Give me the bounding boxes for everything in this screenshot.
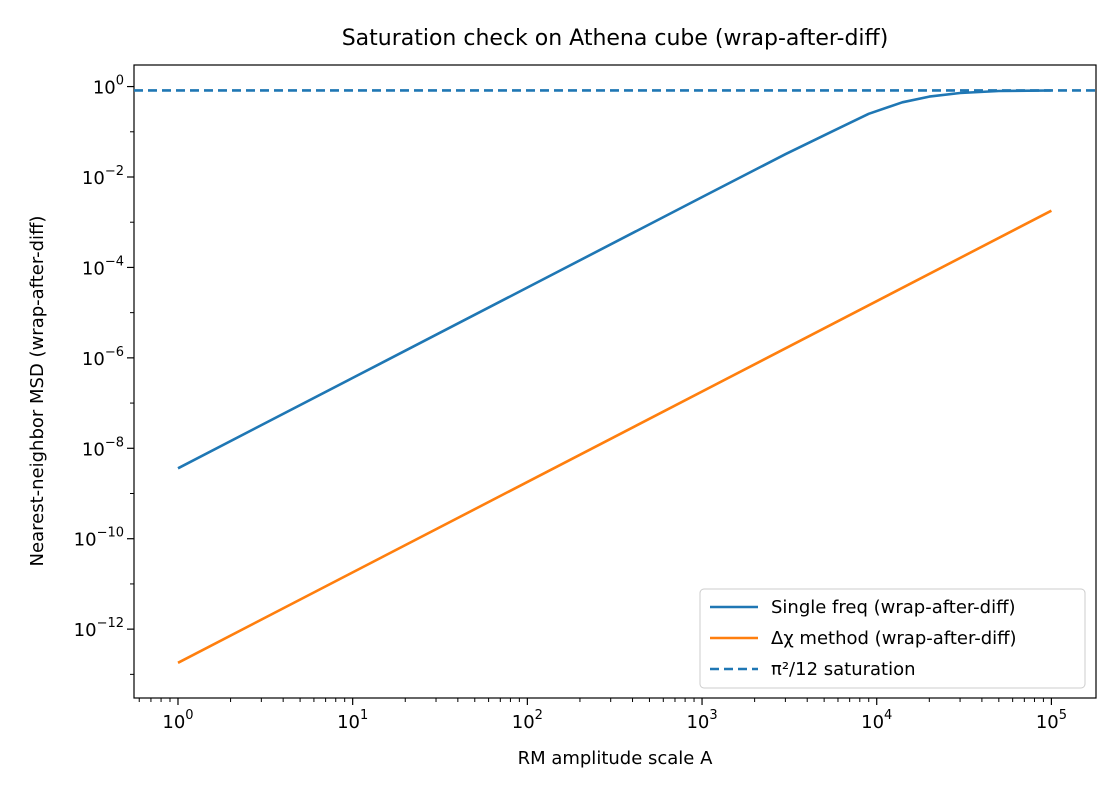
- x-axis-label: RM amplitude scale A: [518, 748, 714, 769]
- legend-label: Single freq (wrap-after-diff): [771, 597, 1016, 618]
- x-axis-ticks: 100 101 102 103 104 105: [138, 698, 1067, 733]
- y-tick-label: 10−6: [82, 345, 124, 370]
- legend: Single freq (wrap-after-diff) Δχ method (…: [699, 588, 1086, 689]
- series-line-1: [177, 209, 1052, 664]
- y-axis-ticks: 100 10−2 10−4 10−6 10−8 10−10 10−12: [74, 74, 134, 675]
- chart-title: Saturation check on Athena cube (wrap-af…: [342, 26, 889, 51]
- series-layer: [134, 89, 1096, 664]
- series-line-0: [177, 89, 1052, 470]
- x-tick-label: 101: [337, 708, 368, 733]
- x-tick-label: 103: [686, 708, 717, 733]
- legend-box: [699, 588, 1086, 689]
- y-tick-label: 10−12: [74, 616, 124, 641]
- y-axis-label: Nearest-neighbor MSD (wrap-after-diff): [27, 216, 48, 567]
- y-tick-label: 100: [93, 74, 124, 99]
- y-tick-label: 10−4: [82, 254, 124, 279]
- y-tick-label: 10−2: [82, 164, 124, 189]
- x-tick-label: 105: [1036, 708, 1067, 733]
- axes-frame: [133, 64, 1097, 699]
- legend-label: Δχ method (wrap-after-diff): [771, 628, 1017, 649]
- x-tick-label: 102: [512, 708, 543, 733]
- legend-label: π²/12 saturation: [771, 659, 916, 680]
- y-tick-label: 10−8: [82, 435, 124, 460]
- x-tick-label: 104: [861, 708, 892, 733]
- x-tick-label: 100: [162, 708, 193, 733]
- plot-area: 100 101 102 103 104 105 10010−210−410−610−810…: [74, 64, 1097, 733]
- y-tick-label: 10−10: [74, 526, 124, 551]
